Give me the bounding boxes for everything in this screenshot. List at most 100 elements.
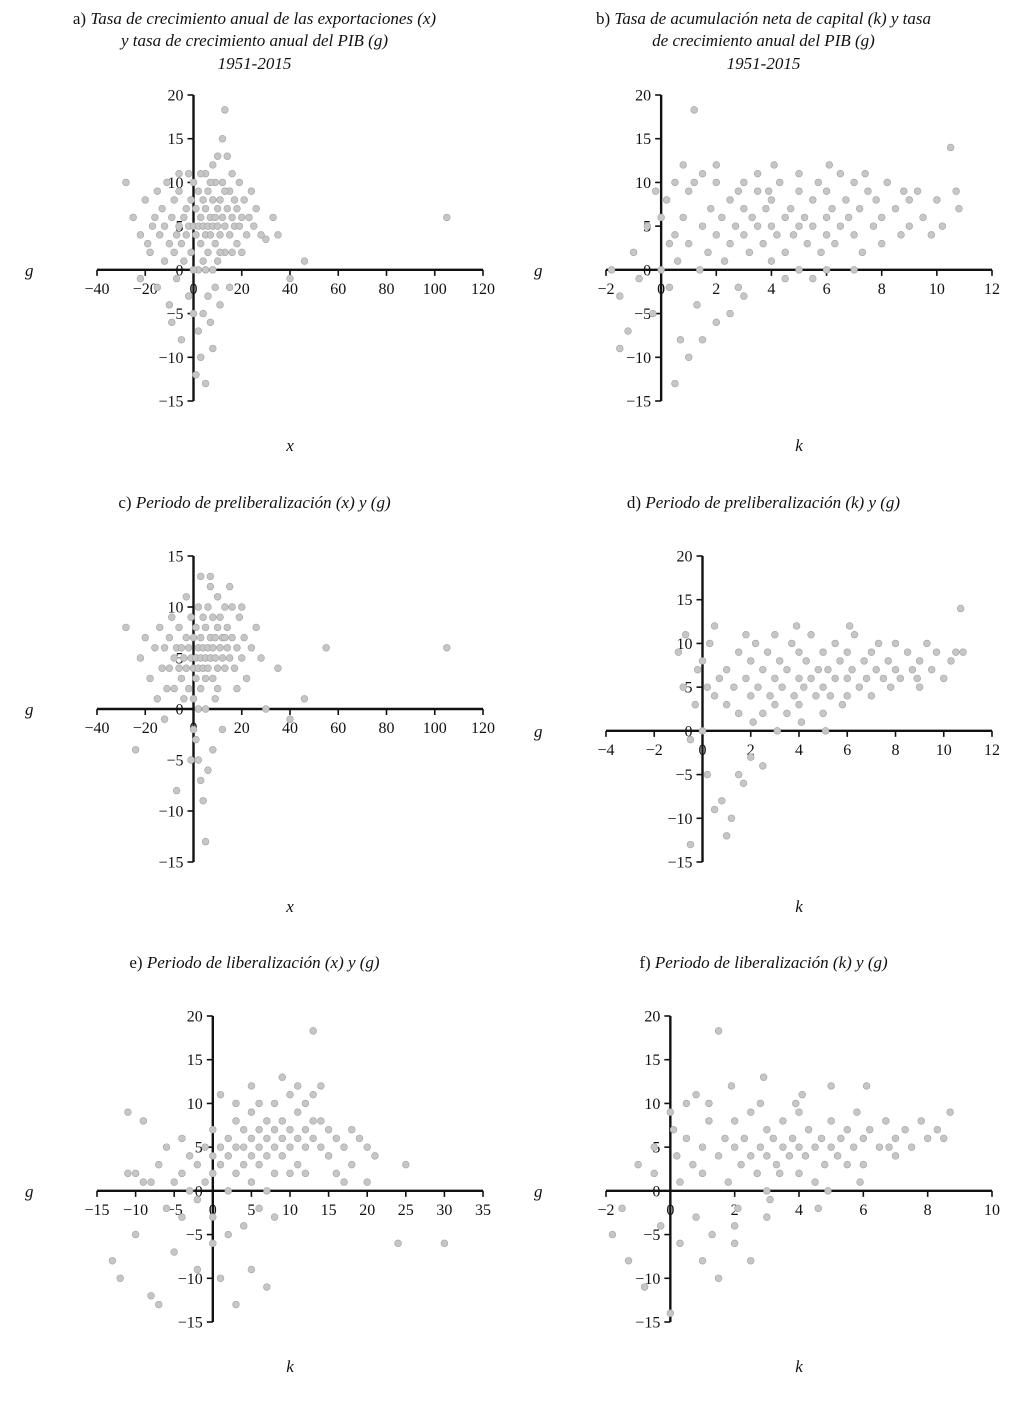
y-tick-label: 15 bbox=[635, 132, 651, 149]
data-point bbox=[215, 613, 224, 622]
data-point bbox=[332, 1170, 340, 1178]
y-tick-label: −15 bbox=[177, 1315, 202, 1332]
data-point bbox=[770, 675, 779, 683]
x-tick-label: −2 bbox=[597, 1202, 614, 1219]
data-point bbox=[224, 1152, 232, 1161]
data-point bbox=[826, 1082, 835, 1091]
title-line: Tasa de crecimiento anual de las exporta… bbox=[90, 9, 437, 28]
data-point bbox=[261, 235, 270, 244]
data-point bbox=[170, 1248, 178, 1257]
data-point bbox=[170, 1178, 178, 1187]
data-point bbox=[762, 1213, 771, 1222]
axes-layer bbox=[605, 1016, 992, 1323]
y-tick-label: 15 bbox=[676, 593, 692, 610]
data-point bbox=[189, 179, 197, 187]
data-point bbox=[698, 727, 706, 735]
data-point bbox=[739, 780, 747, 788]
data-point bbox=[308, 1091, 317, 1099]
x-tick-label: 4 bbox=[795, 1202, 803, 1219]
data-point bbox=[213, 205, 221, 213]
data-point bbox=[804, 1126, 812, 1134]
data-point bbox=[123, 1170, 132, 1178]
data-point bbox=[615, 345, 623, 353]
x-tick-label: 30 bbox=[436, 1202, 452, 1219]
data-point bbox=[208, 1213, 217, 1222]
data-point bbox=[843, 648, 851, 657]
panel-letter: f) bbox=[639, 953, 651, 972]
data-point bbox=[666, 1309, 674, 1318]
data-point bbox=[232, 240, 241, 248]
panel-letter: e) bbox=[129, 953, 143, 972]
data-point bbox=[765, 1196, 774, 1204]
x-tick-label: 10 bbox=[984, 1202, 1000, 1219]
data-point bbox=[165, 240, 173, 248]
data-point bbox=[675, 1178, 684, 1187]
data-point bbox=[220, 664, 229, 673]
data-point bbox=[182, 593, 190, 601]
data-point bbox=[710, 806, 718, 814]
data-point bbox=[640, 1283, 648, 1292]
data-point bbox=[758, 240, 767, 248]
data-point bbox=[629, 248, 637, 257]
data-point bbox=[193, 1161, 201, 1169]
data-point bbox=[235, 179, 243, 187]
data-point bbox=[794, 701, 803, 709]
data-point bbox=[201, 380, 209, 388]
x-axis-label: k bbox=[795, 1357, 803, 1376]
data-point bbox=[218, 726, 226, 734]
x-tick-label: 20 bbox=[233, 281, 249, 298]
data-point bbox=[231, 1301, 240, 1309]
panel-c: c) Periodo de preliberalización (x) y (g… bbox=[0, 470, 509, 940]
data-point bbox=[756, 1100, 764, 1108]
data-point bbox=[758, 762, 767, 770]
y-tick-label: 15 bbox=[186, 1053, 202, 1070]
data-point bbox=[141, 196, 149, 204]
data-point bbox=[733, 1205, 742, 1213]
data-point bbox=[208, 746, 217, 754]
data-point bbox=[761, 205, 770, 213]
data-point bbox=[725, 196, 734, 204]
data-point bbox=[741, 631, 750, 639]
data-point bbox=[724, 1178, 732, 1187]
data-point bbox=[198, 196, 207, 204]
y-tick-label: 0 bbox=[175, 702, 183, 719]
data-point bbox=[932, 196, 941, 204]
data-point bbox=[227, 603, 236, 612]
data-point bbox=[148, 222, 156, 231]
panel-b-title: b) Tasa de acumulación neta de capital (… bbox=[596, 8, 931, 75]
points-layer bbox=[607, 106, 963, 388]
data-point bbox=[759, 1073, 767, 1082]
data-point bbox=[196, 634, 204, 642]
data-point bbox=[752, 1170, 761, 1178]
data-point bbox=[714, 1275, 722, 1283]
data-point bbox=[656, 266, 665, 274]
title-line: 1951-2015 bbox=[217, 53, 292, 73]
x-tick-label: −20 bbox=[132, 281, 157, 298]
data-point bbox=[143, 240, 151, 248]
data-point bbox=[623, 327, 632, 336]
panel-a-title: a) Tasa de crecimiento anual de las expo… bbox=[73, 8, 436, 75]
data-point bbox=[268, 214, 277, 222]
data-point bbox=[165, 301, 173, 309]
data-point bbox=[224, 1135, 232, 1143]
data-point bbox=[208, 644, 217, 652]
data-point bbox=[191, 624, 200, 632]
data-point bbox=[206, 231, 214, 239]
data-point bbox=[270, 1213, 278, 1222]
data-point bbox=[746, 657, 754, 666]
data-point bbox=[370, 1152, 379, 1161]
data-point bbox=[725, 310, 734, 318]
data-point bbox=[794, 1108, 803, 1117]
data-point bbox=[262, 1187, 271, 1195]
panel-letter: d) bbox=[626, 493, 642, 512]
data-point bbox=[794, 1143, 803, 1152]
data-point bbox=[884, 1143, 893, 1152]
data-point bbox=[808, 275, 816, 283]
data-point bbox=[845, 622, 853, 631]
x-tick-label: 60 bbox=[330, 281, 346, 298]
data-point bbox=[201, 675, 209, 683]
data-point bbox=[781, 214, 789, 222]
data-point bbox=[798, 1091, 806, 1099]
